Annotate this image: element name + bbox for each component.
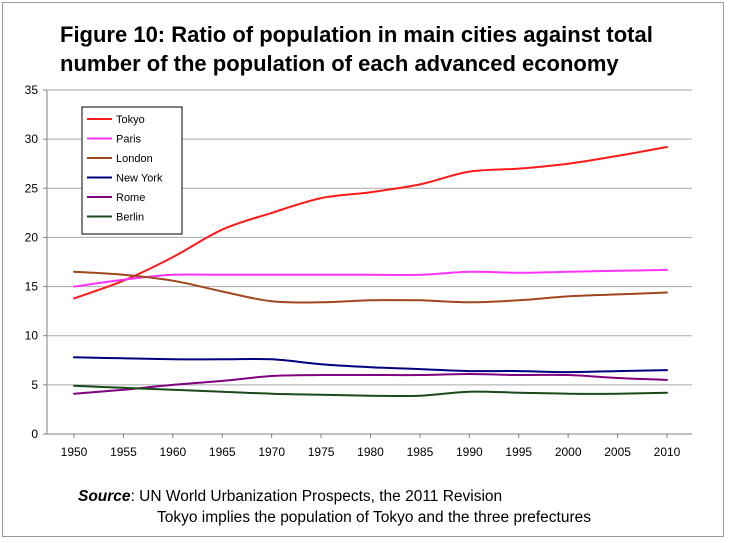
series-line-tokyo xyxy=(73,146,668,300)
source-note-line2: Tokyo implies the population of Tokyo an… xyxy=(157,509,591,526)
series-line-paris xyxy=(73,268,668,288)
series-line-rome xyxy=(73,373,668,395)
x-tick-label: 1995 xyxy=(505,445,532,459)
x-tick-label: 1950 xyxy=(61,445,88,459)
x-tick-label: 1985 xyxy=(407,445,434,459)
y-tick-label: 0 xyxy=(31,427,38,441)
x-tick-label: 2005 xyxy=(604,445,631,459)
series-line-berlin xyxy=(73,384,668,397)
y-tick-label: 5 xyxy=(31,378,38,392)
x-tick-label: 1975 xyxy=(308,445,335,459)
legend-box xyxy=(81,106,183,235)
chart-title-line1: Figure 10: Ratio of population in main c… xyxy=(60,22,653,47)
series-line-london xyxy=(73,270,668,304)
x-tick-label: 1970 xyxy=(258,445,285,459)
x-tick-label: 1990 xyxy=(456,445,483,459)
x-tick-label: 2000 xyxy=(555,445,582,459)
x-tick-label: 1955 xyxy=(110,445,137,459)
y-tick-label: 15 xyxy=(25,280,39,294)
source-note: Source: UN World Urbanization Prospects,… xyxy=(78,486,718,528)
y-tick-label: 25 xyxy=(25,181,39,195)
chart-title: Figure 10: Ratio of population in main c… xyxy=(60,20,720,78)
x-tick-label: 1965 xyxy=(209,445,236,459)
legend-label-rome: Rome xyxy=(116,192,145,204)
series-line-new-york xyxy=(73,356,668,374)
y-tick-label: 35 xyxy=(25,83,39,97)
source-label: Source xyxy=(78,488,131,505)
chart-title-line2: number of the population of each advance… xyxy=(60,51,619,76)
legend-label-berlin: Berlin xyxy=(116,212,144,224)
legend-label-london: London xyxy=(116,153,153,165)
y-tick-label: 10 xyxy=(25,329,39,343)
source-text: UN World Urbanization Prospects, the 201… xyxy=(134,488,503,505)
x-tick-label: 1960 xyxy=(159,445,186,459)
source-separator: : xyxy=(130,488,135,505)
y-tick-label: 20 xyxy=(25,230,39,244)
legend-label-new-york: New York xyxy=(116,173,163,185)
y-tick-label: 30 xyxy=(25,132,39,146)
x-tick-label: 2010 xyxy=(654,445,681,459)
legend-label-tokyo: Tokyo xyxy=(116,114,145,126)
legend-label-paris: Paris xyxy=(116,134,142,146)
x-tick-label: 1980 xyxy=(357,445,384,459)
